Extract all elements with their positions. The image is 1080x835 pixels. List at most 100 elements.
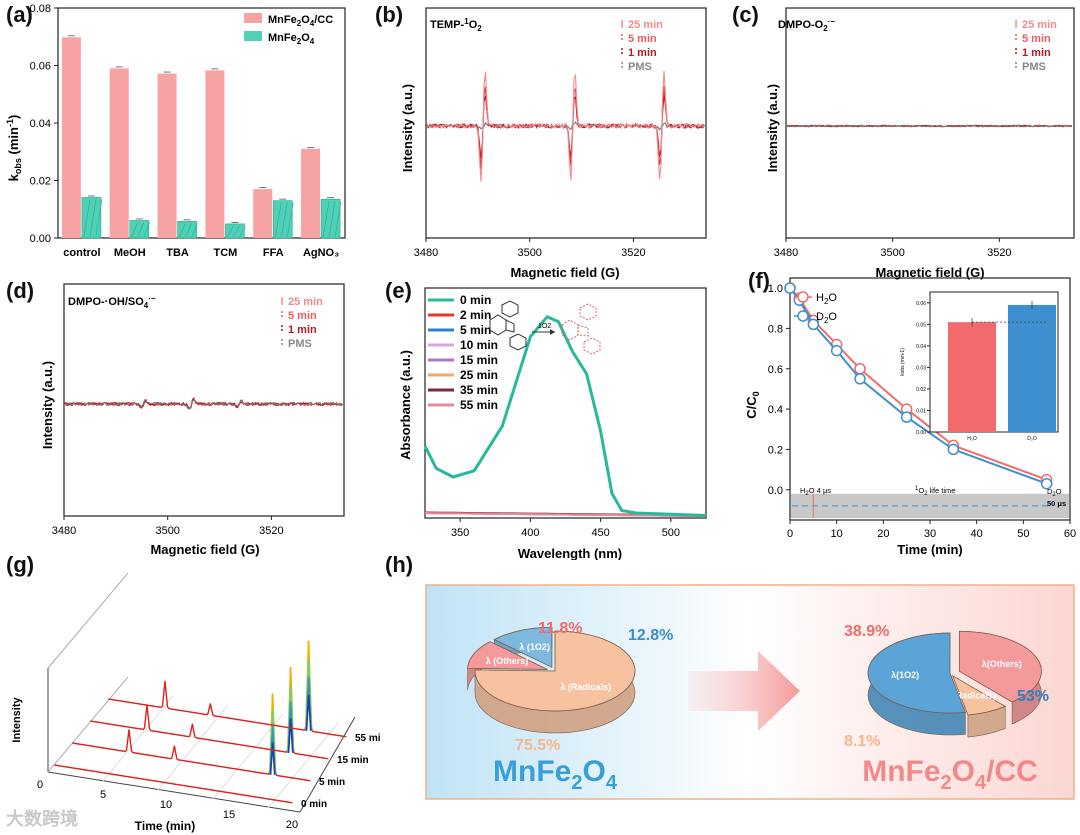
e-legend-item: 2 min: [460, 308, 491, 322]
g-xtick-label: 20: [286, 819, 298, 831]
chart-b: 3480 3500 3520 25 min 5 min 1 min PMS TEMP-1O2…: [400, 7, 707, 280]
panel-label-d: (d): [6, 278, 35, 303]
a-bar-hatch: [227, 225, 234, 238]
a-bar-hatch: [322, 201, 330, 238]
f-ytick-label: 0.0: [768, 485, 783, 497]
f-xtick-label: 50: [1017, 528, 1029, 540]
f-ytick-label: 1.0: [768, 283, 783, 295]
g-grid-line: [267, 722, 339, 809]
a-bar-hatch: [179, 223, 186, 238]
d-series-line: [64, 396, 343, 410]
a-legend-swatch-mn: [244, 31, 262, 41]
f-annot-h2o: H2O 4 μs: [800, 486, 831, 497]
f-xtick-label: 0: [787, 528, 793, 540]
h-right-pie-slice: [867, 632, 966, 714]
h-right-pct-radicals: 8.1%: [844, 733, 880, 750]
h-left-pie-slice: [493, 626, 553, 668]
h-left-pie-label: λ (1O2): [519, 642, 550, 652]
b-xtick-label: 3480: [414, 247, 438, 259]
a-bar: [225, 223, 245, 239]
f-annot-life: 1O2 life time: [915, 486, 955, 497]
d-frame: [63, 283, 345, 517]
d-xtick-label: 3520: [259, 525, 283, 537]
d-legend-item: 5 min: [288, 310, 317, 322]
a-ytick-label: 0.00: [30, 233, 51, 245]
c-legend-item: 25 min: [1022, 19, 1057, 31]
b-xtick-label: 3500: [517, 247, 541, 259]
a-bar-hatch: [143, 222, 151, 238]
a-ytick-label: 0.06: [30, 61, 51, 73]
chart-h: λ (Radicals) λ (Others) λ (1O2) λ(Others) λ(…: [425, 584, 1075, 800]
a-bar: [81, 197, 102, 239]
g-axis-depth-left: [47, 676, 129, 773]
g-axis-depth-top: [47, 572, 129, 669]
h-left-title: MnFe2O4: [493, 755, 618, 794]
a-bar-hatch: [286, 202, 294, 238]
a-xtick-label: MeOH: [114, 247, 146, 259]
e-xtick-label: 500: [662, 527, 680, 539]
f-inset-xtick-label: D₂O: [1027, 436, 1037, 442]
f-inset-ytick-label: 0.04: [916, 344, 926, 350]
e-xtick-label: 400: [521, 527, 539, 539]
c-ylabel: Intensity (a.u.): [765, 84, 780, 172]
h-right-pie-label: λ(Others): [982, 659, 1022, 669]
a-bar-hatch: [328, 201, 336, 238]
f-series-point: [807, 318, 820, 331]
f-xtick-label: 40: [971, 528, 983, 540]
g-series-label: 55 min: [355, 733, 380, 744]
a-bar-hatch: [89, 199, 97, 238]
panel-label-a: (a): [6, 2, 33, 27]
f-xlabel: Time (min): [897, 542, 963, 557]
d-xlabel: Magnetic field (G): [150, 542, 259, 557]
f-annot-50us: 50 μs: [1047, 499, 1066, 508]
a-xtick-label: AgNO₃: [303, 247, 339, 259]
a-bar: [253, 189, 273, 238]
e-legend-item: 15 min: [460, 353, 498, 367]
arrow-right-icon: [688, 651, 800, 731]
g-grid-line: [157, 704, 229, 791]
a-legend-mn: MnFe2O4: [268, 32, 315, 46]
b-series-line: [426, 70, 705, 182]
e-legend-item: 35 min: [460, 383, 498, 397]
d-xtick-label: 3500: [155, 525, 179, 537]
a-ytick-label: 0.02: [30, 176, 51, 188]
d-legend-item: 1 min: [288, 324, 317, 336]
a-legend-cc: MnFe2O4/CC: [268, 14, 333, 28]
h-left-pie-slice: [467, 641, 548, 670]
e-ylabel: Absorbance (a.u.): [398, 350, 413, 460]
f-inset-ytick-label: 0.01: [916, 408, 926, 414]
h-left-pct-o2: 12.8%: [628, 627, 673, 644]
e-series-line-0min: [423, 315, 707, 517]
a-bar: [61, 37, 81, 239]
a-bar-hatch: [83, 199, 91, 238]
f-xtick-label: 60: [1064, 528, 1076, 540]
b-xlabel: Magnetic field (G): [510, 265, 619, 280]
a-xtick-label: TCM: [214, 247, 238, 259]
e-series-line: [424, 512, 707, 517]
g-xtick-label: 5: [100, 789, 106, 801]
h-left-pct-others: 11.8%: [538, 620, 582, 637]
panel-label-b: (b): [375, 2, 404, 27]
g-series-label: 15 min: [337, 755, 369, 766]
d-series-line: [64, 397, 343, 410]
c-xtick-label: 3500: [880, 247, 904, 259]
e-frame: [424, 287, 707, 519]
d-legend-item: PMS: [288, 338, 312, 350]
e-legend-item: 25 min: [460, 368, 498, 382]
a-bar: [109, 68, 129, 238]
h-right-title: MnFe2O4/CC: [862, 755, 1038, 794]
a-bar-hatch: [334, 201, 342, 238]
c-xtick-label: 3520: [987, 247, 1011, 259]
f-legend-d2o: D2O: [816, 311, 837, 325]
a-bar: [301, 148, 321, 238]
a-bar-hatch: [137, 222, 145, 238]
b-title: TEMP-1O2: [430, 17, 482, 33]
f-legend-marker: [797, 291, 809, 303]
g-ylabel: Intensity: [11, 697, 23, 743]
a-ytick-label: 0.04: [30, 118, 51, 130]
f-series-point: [854, 373, 866, 385]
f-annot-d2o: D2O: [1047, 487, 1062, 498]
g-axis-bottom: [47, 771, 301, 813]
g-peak-highlight: [305, 694, 312, 731]
a-bar: [272, 200, 293, 239]
